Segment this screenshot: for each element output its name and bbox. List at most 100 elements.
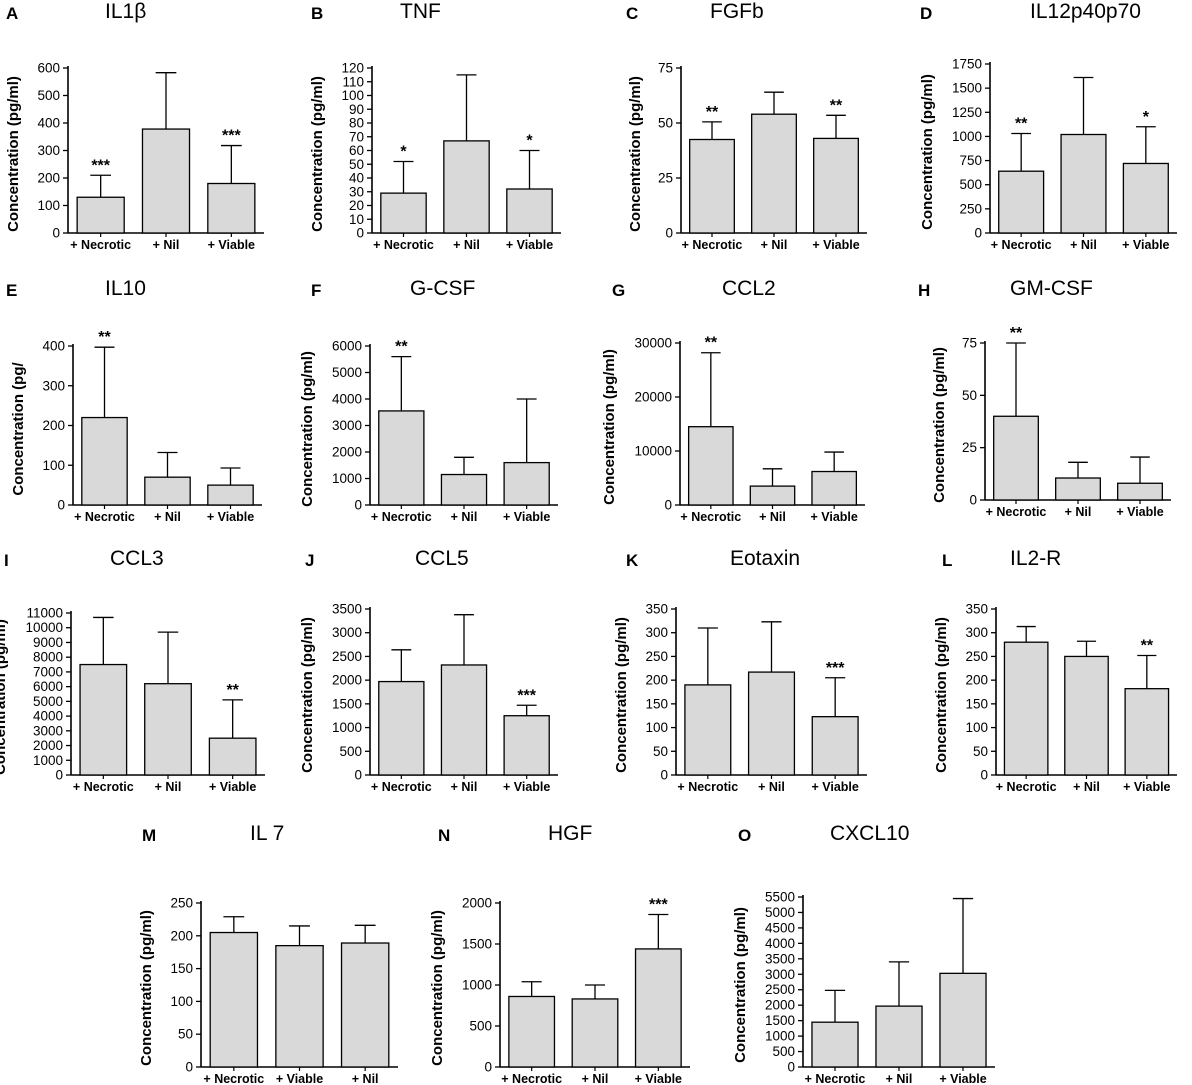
y-tick-label: 0 xyxy=(57,498,65,513)
y-tick-label: 2000 xyxy=(332,445,362,460)
significance-mark: * xyxy=(526,133,533,150)
y-tick-label: 7000 xyxy=(33,664,63,679)
bar xyxy=(208,737,257,776)
chart-title: Eotaxin xyxy=(730,547,801,570)
y-tick-label: 200 xyxy=(965,673,988,688)
y-tick-label: 1000 xyxy=(952,129,982,144)
x-tick-label: + Nil xyxy=(154,510,181,524)
x-tick-label: + Nil xyxy=(761,238,788,252)
y-tick-label: 0 xyxy=(356,226,364,241)
y-tick-label: 50 xyxy=(973,744,988,759)
x-tick-label: + Viable xyxy=(810,510,857,524)
chart-title: IL2-R xyxy=(1010,547,1062,570)
y-tick-label: 1750 xyxy=(952,57,982,72)
y-tick-label: 1500 xyxy=(765,1013,795,1028)
y-tick-label: 0 xyxy=(664,498,672,513)
bar xyxy=(141,128,191,234)
x-tick-label: + Necrotic xyxy=(70,238,131,252)
x-tick-label: + Nil xyxy=(1073,780,1100,794)
y-tick-label: 50 xyxy=(962,388,977,403)
y-tick-label: 150 xyxy=(645,696,668,711)
bar xyxy=(440,664,488,776)
x-tick-label: + Nil xyxy=(453,238,480,252)
bar xyxy=(209,931,259,1068)
y-tick-label: 4500 xyxy=(765,920,795,935)
y-tick-label: 250 xyxy=(965,649,988,664)
y-tick-label: 250 xyxy=(959,201,982,216)
y-tick-label: 60 xyxy=(349,143,364,158)
chart-title: IL1β xyxy=(105,0,147,23)
y-tick-label: 300 xyxy=(37,143,60,158)
bar xyxy=(1117,482,1163,501)
y-tick-label: 5000 xyxy=(332,365,362,380)
x-tick-label: + Necrotic xyxy=(682,238,743,252)
y-tick-label: 2500 xyxy=(765,982,795,997)
y-tick-label: 1000 xyxy=(332,471,362,486)
bar xyxy=(503,461,550,506)
y-tick-label: 120 xyxy=(341,61,364,76)
x-tick-label: + Necrotic xyxy=(74,510,135,524)
y-tick-label: 25 xyxy=(962,440,977,455)
x-tick-label: + Viable xyxy=(506,238,553,252)
y-tick-label: 1500 xyxy=(332,696,362,711)
bar xyxy=(939,972,987,1068)
y-tick-label: 750 xyxy=(959,153,982,168)
y-tick-label: 400 xyxy=(42,339,65,354)
y-axis-label: Concentration (pg/ml) xyxy=(299,617,317,773)
y-tick-label: 250 xyxy=(170,896,193,911)
y-tick-label: 250 xyxy=(645,649,668,664)
panel-letter: M xyxy=(142,826,157,845)
y-axis-label: Concentration (pg/ml) xyxy=(613,617,631,773)
chart-title: FGFb xyxy=(710,0,764,23)
bar xyxy=(1060,133,1107,234)
y-tick-label: 1000 xyxy=(332,720,362,735)
y-axis-label: Concentration (pg/ml) xyxy=(429,910,447,1066)
x-tick-label: + Viable xyxy=(503,510,550,524)
y-tick-label: 40 xyxy=(349,171,364,186)
bar xyxy=(380,192,427,234)
y-axis-label: Concentration (pg/ml) xyxy=(0,619,9,775)
y-tick-label: 5000 xyxy=(765,905,795,920)
y-tick-label: 1500 xyxy=(462,937,492,952)
chart-title: CCL3 xyxy=(110,547,164,570)
y-tick-label: 4000 xyxy=(33,709,63,724)
x-tick-label: + Nil xyxy=(759,510,786,524)
y-axis-label: Concentration (pg/ml) xyxy=(626,75,644,232)
significance-mark: ** xyxy=(705,335,718,352)
y-tick-label: 200 xyxy=(645,673,668,688)
bar xyxy=(687,426,734,506)
y-axis-label: Concentration (pg/ml) xyxy=(732,907,750,1063)
y-tick-label: 10000 xyxy=(634,444,672,459)
x-tick-label: + Viable xyxy=(503,780,550,794)
x-tick-label: + Necrotic xyxy=(986,505,1047,519)
y-tick-label: 500 xyxy=(469,1019,492,1034)
x-tick-label: + Necrotic xyxy=(677,780,738,794)
significance-mark: *** xyxy=(826,660,845,677)
x-tick-label: + Nil xyxy=(451,780,478,794)
x-tick-label: + Viable xyxy=(939,1072,986,1085)
significance-mark: * xyxy=(400,144,407,161)
y-tick-label: 3000 xyxy=(33,723,63,738)
y-tick-label: 20 xyxy=(349,198,364,213)
y-tick-label: 8000 xyxy=(33,650,63,665)
y-tick-label: 1000 xyxy=(462,978,492,993)
x-tick-label: + Nil xyxy=(886,1072,913,1085)
y-tick-label: 90 xyxy=(349,102,364,117)
y-tick-label: 2000 xyxy=(332,673,362,688)
y-axis-label: Concentration (pg/ml) xyxy=(138,910,156,1066)
bar xyxy=(76,196,125,234)
y-tick-label: 50 xyxy=(653,744,668,759)
x-tick-label: + Nil xyxy=(153,238,180,252)
y-tick-label: 150 xyxy=(170,961,193,976)
y-tick-label: 1000 xyxy=(33,753,63,768)
bar xyxy=(207,484,254,506)
bar xyxy=(443,140,490,234)
chart-title: HGF xyxy=(548,822,593,845)
y-tick-label: 0 xyxy=(660,768,668,783)
y-tick-label: 3500 xyxy=(765,951,795,966)
